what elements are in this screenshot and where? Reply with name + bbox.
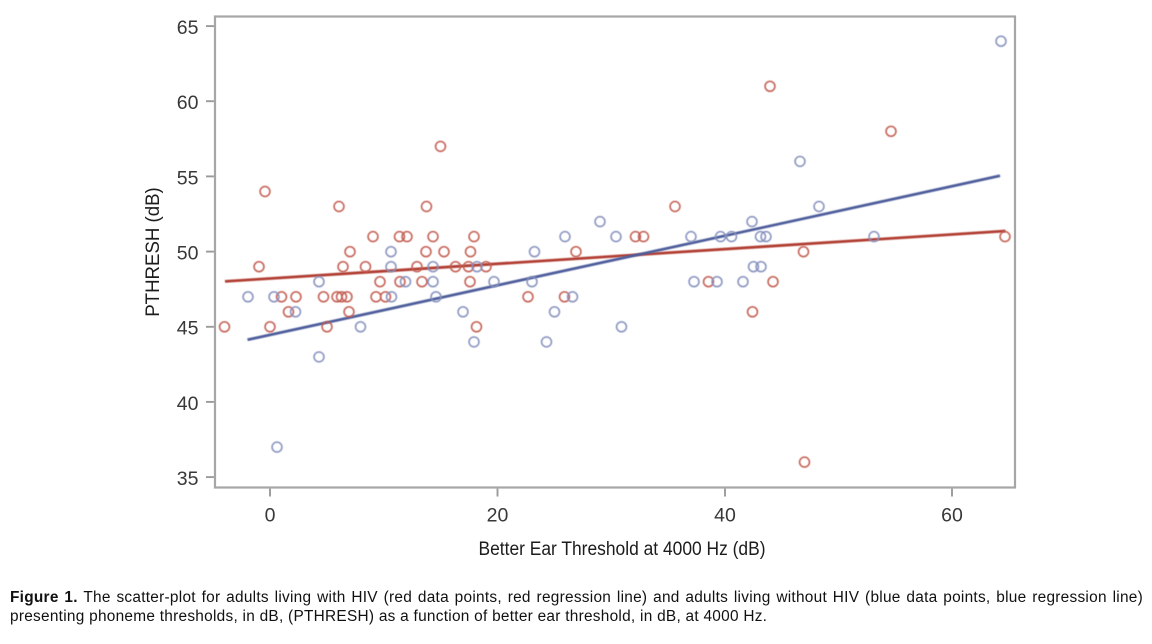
svg-text:40: 40 xyxy=(177,393,199,415)
svg-text:20: 20 xyxy=(487,505,509,527)
svg-text:55: 55 xyxy=(177,167,199,189)
svg-text:45: 45 xyxy=(177,318,199,340)
svg-text:0: 0 xyxy=(265,505,276,527)
svg-text:50: 50 xyxy=(177,243,199,265)
svg-text:60: 60 xyxy=(177,92,199,114)
svg-text:PTHRESH (dB): PTHRESH (dB) xyxy=(143,187,164,317)
svg-text:65: 65 xyxy=(177,17,199,39)
svg-text:35: 35 xyxy=(177,468,199,490)
svg-text:60: 60 xyxy=(941,505,963,527)
svg-text:Better Ear Threshold at 4000 H: Better Ear Threshold at 4000 Hz (dB) xyxy=(479,539,766,560)
svg-text:40: 40 xyxy=(714,505,736,527)
